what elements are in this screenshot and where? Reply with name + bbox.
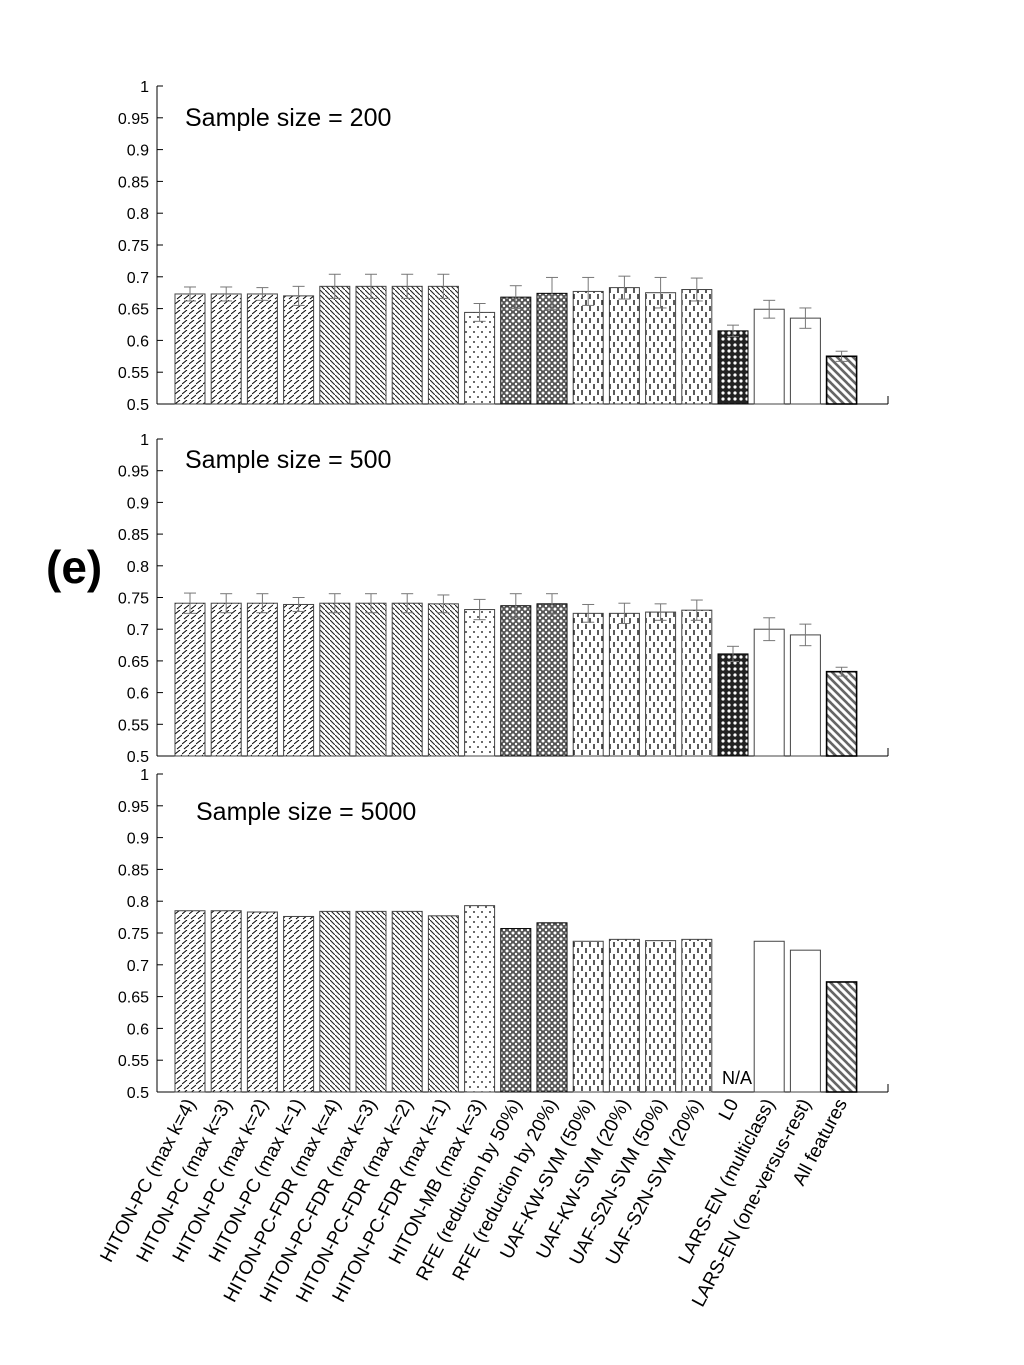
- y-tick-label: 0.7: [127, 270, 149, 287]
- bar: [536, 922, 568, 1093]
- bar: [283, 915, 315, 1093]
- bar: [246, 602, 278, 757]
- bar: [753, 628, 785, 757]
- bar: [572, 612, 604, 757]
- y-tick-label: 0.9: [127, 143, 149, 160]
- panel-letter: (e): [46, 541, 103, 593]
- bar: [355, 285, 387, 405]
- bar: [717, 653, 749, 757]
- bar: [789, 949, 821, 1093]
- y-tick-label: 0.5: [127, 749, 149, 766]
- bar: [645, 940, 677, 1093]
- y-tick-label: 0.95: [118, 799, 149, 816]
- bar: [825, 670, 858, 757]
- bar: [246, 293, 278, 405]
- y-tick-label: 0.55: [118, 717, 149, 734]
- y-tick-label: 0.9: [127, 831, 149, 848]
- bar: [427, 285, 459, 405]
- bar: [536, 603, 568, 757]
- na-label: N/A: [722, 1068, 752, 1088]
- bar: [210, 602, 242, 757]
- bar: [174, 602, 206, 757]
- y-tick-label: 1: [140, 767, 149, 784]
- bar: [500, 296, 532, 405]
- y-tick-label: 1: [140, 432, 149, 449]
- y-tick-label: 0.85: [118, 174, 149, 191]
- y-tick-label: 0.65: [118, 654, 149, 671]
- y-tick-label: 1: [140, 79, 149, 96]
- bar: [500, 605, 532, 757]
- category-label: L0: [715, 1095, 743, 1124]
- bar: [391, 285, 423, 405]
- bar: [825, 981, 858, 1093]
- y-tick-label: 0.75: [118, 926, 149, 943]
- chart-title: Sample size = 200: [185, 104, 391, 132]
- bar: [319, 285, 351, 405]
- y-tick-label: 0.8: [127, 206, 149, 223]
- y-tick-label: 0.9: [127, 495, 149, 512]
- bar: [427, 915, 459, 1093]
- bar: [283, 603, 315, 757]
- bar: [427, 603, 459, 757]
- bar: [319, 602, 351, 757]
- y-tick-label: 0.65: [118, 302, 149, 319]
- bar: [825, 355, 858, 405]
- bar: [645, 611, 677, 757]
- bar: [572, 940, 604, 1093]
- bar: [210, 293, 242, 405]
- y-tick-label: 0.6: [127, 1021, 149, 1038]
- bar: [789, 317, 821, 405]
- y-tick-label: 0.55: [118, 1053, 149, 1070]
- bar: [753, 940, 785, 1093]
- y-tick-label: 0.8: [127, 894, 149, 911]
- bar: [645, 292, 677, 405]
- bar: [500, 928, 532, 1093]
- bar: [681, 609, 713, 757]
- y-tick-label: 0.6: [127, 333, 149, 350]
- y-tick-label: 0.95: [118, 464, 149, 481]
- y-tick-label: 0.85: [118, 527, 149, 544]
- y-tick-label: 0.8: [127, 559, 149, 576]
- bar: [246, 911, 278, 1093]
- y-tick-label: 0.7: [127, 622, 149, 639]
- bar: [572, 290, 604, 405]
- bar: [391, 910, 423, 1093]
- bar: [355, 910, 387, 1093]
- y-tick-label: 0.85: [118, 862, 149, 879]
- y-tick-label: 0.5: [127, 1085, 149, 1102]
- bar: [681, 938, 713, 1093]
- bar: [391, 602, 423, 757]
- bar: [174, 910, 206, 1093]
- bar: [210, 910, 242, 1093]
- bar: [608, 938, 640, 1093]
- bar: [536, 292, 568, 405]
- bar: [717, 330, 749, 405]
- bar: [464, 311, 496, 405]
- bar: [319, 910, 351, 1093]
- bar: [681, 289, 713, 405]
- bar: [464, 609, 496, 757]
- chart-title: Sample size = 5000: [196, 798, 416, 826]
- bar: [355, 602, 387, 757]
- y-tick-label: 0.5: [127, 397, 149, 414]
- y-tick-label: 0.75: [118, 238, 149, 255]
- y-tick-label: 0.55: [118, 365, 149, 382]
- bar: [608, 287, 640, 405]
- chart-title: Sample size = 500: [185, 446, 391, 474]
- bar: [789, 634, 821, 757]
- bar: [753, 308, 785, 405]
- y-tick-label: 0.95: [118, 111, 149, 128]
- bar: [464, 905, 496, 1093]
- y-tick-label: 0.6: [127, 686, 149, 703]
- y-tick-label: 0.75: [118, 591, 149, 608]
- y-tick-label: 0.7: [127, 958, 149, 975]
- bar: [174, 293, 206, 405]
- bar: [608, 612, 640, 757]
- y-tick-label: 0.65: [118, 990, 149, 1007]
- bar: [283, 295, 315, 405]
